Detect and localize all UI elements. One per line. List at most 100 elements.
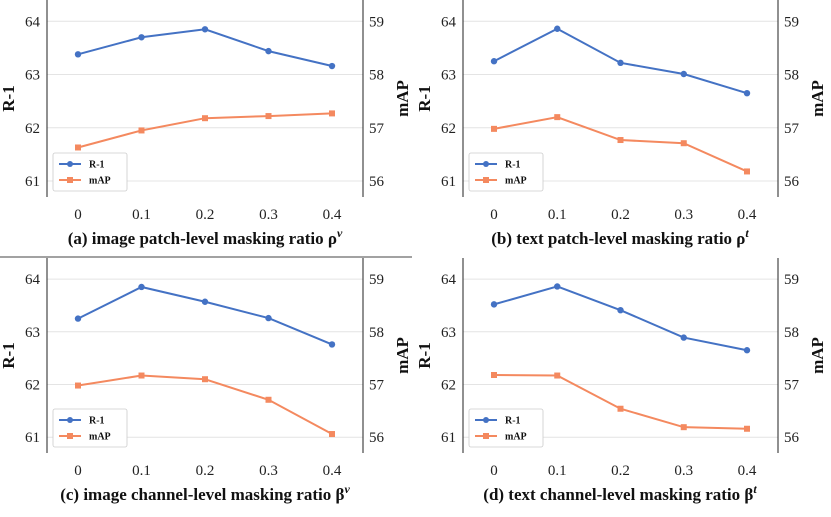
map-point — [329, 431, 335, 438]
series-line-r1 — [77, 28, 333, 67]
x-tick-label: 0.2 — [196, 207, 215, 223]
right-tick-label: 59 — [784, 272, 799, 288]
legend-label: mAP — [89, 176, 111, 187]
right-tick-label: 56 — [369, 430, 385, 446]
right-tick-label: 58 — [784, 68, 799, 84]
x-tick-label: 0.1 — [132, 463, 151, 479]
map-point — [491, 372, 497, 378]
left-tick-label: 64 — [25, 14, 41, 30]
x-tick-label: 0.3 — [674, 463, 693, 479]
left-tick-label: 63 — [441, 68, 456, 84]
left-tick-label: 62 — [441, 121, 456, 137]
x-tick-label: 0 — [490, 207, 498, 223]
panel-b: 61 62 63 64 56 57 58 59 0 0.1 0.2 0.3 0.4 R-1 mAP R-1 mA… — [415, 0, 827, 248]
r1-point — [743, 89, 751, 97]
legend-marker-r1 — [483, 417, 489, 423]
legend-marker-map — [67, 177, 73, 183]
left-tick-label: 61 — [441, 430, 456, 446]
legend-marker-map — [483, 177, 489, 183]
left-tick-label: 63 — [441, 325, 456, 341]
left-tick-label: 64 — [25, 272, 41, 288]
right-tick-label: 57 — [369, 377, 385, 393]
map-point — [680, 424, 687, 431]
right-tick-label: 59 — [784, 14, 799, 30]
y1-axis-label: R-1 — [0, 342, 18, 368]
legend-marker-r1 — [67, 161, 73, 167]
x-tick-label: 0.2 — [611, 207, 630, 223]
r1-point — [74, 51, 82, 58]
left-tick-label: 64 — [441, 272, 457, 288]
left-tick-label: 61 — [25, 430, 40, 446]
legend-label: R-1 — [505, 160, 521, 171]
map-point — [138, 372, 145, 379]
r1-point — [328, 341, 336, 348]
legend-label: R-1 — [89, 416, 105, 427]
x-tick-label: 0.2 — [196, 463, 215, 479]
r1-point — [328, 62, 336, 70]
left-tick-label: 62 — [25, 121, 40, 137]
r1-point — [138, 34, 145, 41]
r1-point — [680, 70, 687, 78]
right-tick-label: 59 — [369, 14, 384, 30]
legend-marker-r1 — [483, 161, 489, 167]
y1-axis-label: R-1 — [0, 85, 18, 111]
caption-superscript: t — [753, 482, 757, 496]
x-tick-label: 0.4 — [738, 463, 757, 479]
y2-axis-label: mAP — [808, 337, 827, 374]
right-tick-label: 58 — [784, 325, 799, 341]
caption-text: (c) image channel-level masking ratio β — [60, 485, 344, 504]
map-point — [265, 396, 272, 403]
y2-axis-label: mAP — [393, 337, 412, 374]
caption-text: (d) text channel-level masking ratio β — [483, 485, 753, 504]
map-point — [491, 125, 497, 132]
caption-superscript: v — [337, 226, 343, 240]
right-tick-label: 58 — [369, 325, 384, 341]
legend-label: R-1 — [505, 416, 521, 427]
map-point — [554, 372, 561, 379]
r1-point — [617, 306, 624, 314]
left-tick-label: 61 — [25, 174, 40, 190]
r1-point — [680, 334, 687, 341]
series-line-r1 — [77, 285, 333, 346]
right-tick-label: 59 — [369, 272, 384, 288]
x-tick-label: 0.3 — [259, 207, 278, 223]
r1-point — [201, 26, 209, 33]
left-tick-label: 61 — [441, 174, 456, 190]
legend-label: mAP — [505, 432, 527, 443]
caption-superscript: t — [745, 226, 749, 240]
right-tick-label: 57 — [369, 121, 385, 137]
panel-d: 61 62 63 64 56 57 58 59 0 0.1 0.2 0.3 0.4 R-1 mAP R-1 mA… — [415, 258, 827, 504]
right-tick-label: 58 — [369, 68, 384, 84]
r1-point — [74, 315, 82, 322]
map-point — [202, 376, 208, 383]
legend-marker-map — [67, 433, 73, 439]
x-tick-label: 0.4 — [323, 463, 342, 479]
r1-point — [201, 298, 209, 305]
r1-point — [265, 314, 272, 322]
legend-marker-r1 — [67, 417, 73, 423]
panel-caption: (c) image channel-level masking ratio βv — [60, 482, 350, 504]
x-tick-label: 0.1 — [548, 207, 567, 223]
x-tick-label: 0.1 — [548, 463, 567, 479]
r1-point — [138, 283, 145, 291]
x-tick-label: 0.3 — [674, 207, 693, 223]
x-tick-label: 0.3 — [259, 463, 278, 479]
x-tick-label: 0 — [74, 463, 82, 479]
left-tick-label: 62 — [25, 377, 40, 393]
panel-caption: (d) text channel-level masking ratio βt — [483, 482, 757, 504]
right-tick-label: 56 — [784, 174, 800, 190]
map-point — [617, 137, 624, 144]
map-point — [265, 113, 272, 120]
x-tick-label: 0.4 — [323, 207, 342, 223]
right-tick-label: 57 — [784, 121, 800, 137]
right-tick-label: 56 — [784, 430, 800, 446]
x-tick-label: 0 — [490, 463, 498, 479]
x-tick-label: 0.2 — [611, 463, 630, 479]
right-tick-label: 57 — [784, 377, 800, 393]
map-point — [202, 115, 208, 122]
r1-point — [617, 59, 624, 67]
r1-point — [490, 301, 498, 308]
caption-text: (b) text patch-level masking ratio ρ — [491, 229, 745, 248]
left-tick-label: 64 — [441, 14, 457, 30]
